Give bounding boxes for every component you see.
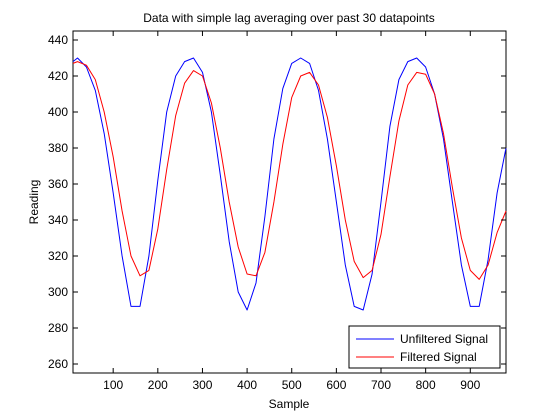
x-tick-label: 100: [103, 378, 123, 392]
y-tick-label: 420: [48, 69, 68, 83]
y-tick-label: 340: [48, 213, 68, 227]
chart-title: Data with simple lag averaging over past…: [143, 11, 435, 25]
x-tick-label: 400: [237, 378, 257, 392]
x-tick-label: 700: [371, 378, 391, 392]
y-axis-label: Reading: [27, 180, 41, 225]
x-tick-label: 200: [148, 378, 168, 392]
y-tick-label: 260: [48, 357, 68, 371]
plot-content: [72, 57, 507, 311]
y-tick-label: 400: [48, 105, 68, 119]
legend-label-unfiltered: Unfiltered Signal: [400, 332, 488, 346]
x-tick-label: 500: [282, 378, 302, 392]
y-tick-label: 440: [48, 33, 68, 47]
y-tick-label: 320: [48, 249, 68, 263]
y-axis: 260 280 300 320 340 360 380 400 420 440: [48, 33, 506, 371]
x-tick-label: 800: [416, 378, 436, 392]
legend-label-filtered: Filtered Signal: [400, 350, 477, 364]
y-tick-label: 380: [48, 141, 68, 155]
y-tick-label: 300: [48, 285, 68, 299]
x-axis: 100 200 300 400 500 600 700 800 900: [103, 31, 481, 392]
x-tick-label: 600: [326, 378, 346, 392]
x-tick-label: 900: [460, 378, 480, 392]
series-line-filtered: [72, 61, 507, 280]
y-tick-label: 280: [48, 321, 68, 335]
x-axis-label: Sample: [269, 397, 310, 411]
legend-box: [348, 325, 501, 369]
plot-frame: [72, 30, 507, 374]
y-tick-label: 360: [48, 177, 68, 191]
x-tick-label: 300: [192, 378, 212, 392]
legend: Unfiltered Signal Filtered Signal: [348, 325, 501, 369]
